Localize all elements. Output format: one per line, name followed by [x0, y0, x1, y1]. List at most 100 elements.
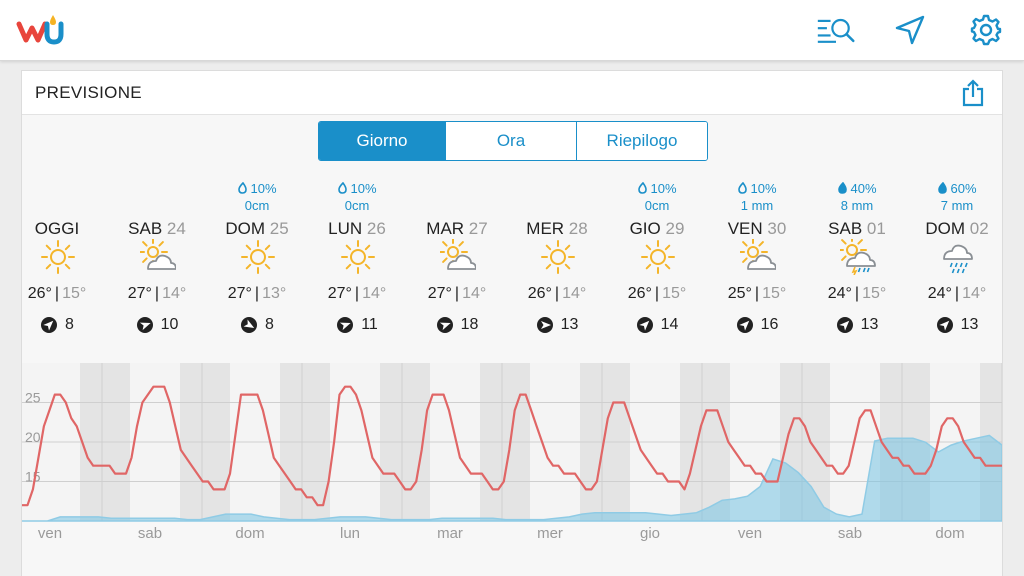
sunny-icon — [540, 239, 576, 275]
y-tick-label: 25 — [25, 390, 41, 406]
wind-direction-icon — [136, 316, 154, 334]
precip-chance: 40% — [850, 181, 877, 196]
day-name: OGGI — [7, 219, 107, 239]
partly-cloudy-icon — [438, 237, 477, 275]
high-temp: 24° — [927, 285, 952, 302]
high-temp: 25° — [727, 285, 752, 302]
day-column[interactable]: MAR 27 27° | 14° 18 — [407, 179, 507, 344]
tab-riepilogo[interactable]: Riepilogo — [577, 122, 707, 160]
day-column[interactable]: 40% 8 mm SAB 01 24° | 15° 13 — [807, 179, 907, 344]
precip-info: 10% 0cm — [607, 181, 707, 214]
day-column[interactable]: OGGI 26° | 15° 8 — [7, 179, 107, 344]
temperatures: 26° | 14° — [527, 285, 587, 302]
wind: 11 — [307, 316, 407, 334]
day-column[interactable]: 10% 0cm LUN 26 27° | 14° 11 — [307, 179, 407, 344]
low-temp: 14° — [162, 285, 187, 302]
precip-amount: 8 mm — [840, 198, 874, 213]
high-temp: 26° — [527, 285, 552, 302]
search-list-icon[interactable] — [816, 10, 856, 50]
tab-giorno[interactable]: Giorno — [319, 122, 446, 160]
temperatures: 27° | 14° — [127, 285, 187, 302]
day-column[interactable]: 10% 0cm GIO 29 26° | 15° 14 — [607, 179, 707, 344]
card-title: PREVISIONE — [35, 83, 142, 102]
low-temp: 14° — [362, 285, 387, 302]
y-tick-label: 20 — [25, 429, 41, 445]
x-tick-label: sab — [138, 525, 162, 542]
precip-info: 10% 0cm — [307, 181, 407, 214]
sunny-icon — [40, 239, 76, 275]
day-label: GIO — [629, 219, 661, 238]
low-temp: 14° — [462, 285, 487, 302]
temperatures: 27° | 14° — [327, 285, 387, 302]
wind: 14 — [607, 316, 707, 334]
temperature-line — [22, 385, 1002, 507]
high-temp: 24° — [827, 285, 852, 302]
day-name: MER 28 — [507, 219, 607, 239]
day-number: 30 — [767, 219, 787, 238]
tab-ora[interactable]: Ora — [446, 122, 577, 160]
day-name: DOM 25 — [207, 219, 307, 239]
low-temp: 15° — [862, 285, 887, 302]
y-tick-label: 15 — [25, 469, 41, 485]
forecast-card: PREVISIONE Giorno Ora Riepilogo OGGI 26°… — [21, 70, 1003, 576]
low-temp: 15° — [62, 285, 87, 302]
partly-cloudy-icon — [738, 237, 777, 275]
wind-speed: 16 — [760, 316, 779, 333]
precip-amount: 0cm — [644, 198, 670, 213]
precip-chance: 10% — [750, 181, 777, 196]
high-temp: 27° — [127, 285, 152, 302]
x-tick-label: ven — [38, 525, 62, 542]
day-column[interactable]: SAB 24 27° | 14° 10 — [107, 179, 207, 344]
thunder-rain-icon — [837, 235, 876, 276]
gear-icon[interactable] — [966, 10, 1006, 50]
wind-direction-icon — [240, 316, 258, 334]
high-temp: 26° — [27, 285, 52, 302]
wind: 18 — [407, 316, 507, 334]
wind: 10 — [107, 316, 207, 334]
wind: 13 — [507, 316, 607, 334]
temperatures: 25° | 15° — [727, 285, 787, 302]
sunny-icon — [240, 239, 276, 275]
temperature-chart: 25 20 15 ven sab dom lun mar mer gio ven sab dom — [22, 363, 1002, 553]
day-column[interactable]: 10% 1 mm VEN 30 25° | 15° 16 — [707, 179, 807, 344]
precip-info: 10% 1 mm — [707, 181, 807, 214]
temperatures: 26° | 15° — [27, 285, 87, 302]
wind: 8 — [7, 316, 107, 334]
raindrop-icon — [337, 181, 348, 198]
wind-speed: 11 — [361, 316, 378, 333]
day-name: MAR 27 — [407, 219, 507, 239]
x-tick-label: dom — [235, 525, 264, 542]
day-column[interactable]: 10% 0cm DOM 25 27° | 13° 8 — [207, 179, 307, 344]
raindrop-icon — [637, 181, 648, 198]
wind: 13 — [907, 316, 1007, 334]
location-arrow-icon[interactable] — [890, 10, 930, 50]
precip-amount: 1 mm — [740, 198, 774, 213]
wind-direction-icon — [40, 316, 58, 334]
precip-chance: 10% — [250, 181, 277, 196]
day-name: LUN 26 — [307, 219, 407, 239]
precip-info: 60% 7 mm — [907, 181, 1007, 214]
wind-speed: 13 — [560, 316, 579, 333]
top-bar — [0, 0, 1024, 61]
share-icon[interactable] — [958, 77, 988, 109]
x-tick-label: sab — [838, 525, 862, 542]
day-column[interactable]: 60% 7 mm DOM 02 24° | 14° 13 — [907, 179, 1007, 344]
high-temp: 27° — [327, 285, 352, 302]
day-label: MAR — [426, 219, 465, 238]
day-number: 26 — [366, 219, 386, 238]
card-header: PREVISIONE — [22, 71, 1002, 115]
sunny-icon — [640, 239, 676, 275]
rain-icon — [940, 239, 976, 275]
day-label: MER — [526, 219, 565, 238]
temperatures: 24° | 15° — [827, 285, 887, 302]
day-column[interactable]: MER 28 26° | 14° 13 — [507, 179, 607, 344]
partly-cloudy-icon — [138, 237, 177, 275]
wind-direction-icon — [936, 316, 954, 334]
wind-direction-icon — [736, 316, 754, 334]
wu-logo[interactable] — [16, 12, 68, 46]
wind-speed: 8 — [265, 316, 274, 333]
x-tick-label: ven — [738, 525, 762, 542]
precipitation-area — [22, 434, 1002, 522]
x-tick-label: gio — [640, 525, 660, 542]
precip-info: 10% 0cm — [207, 181, 307, 214]
